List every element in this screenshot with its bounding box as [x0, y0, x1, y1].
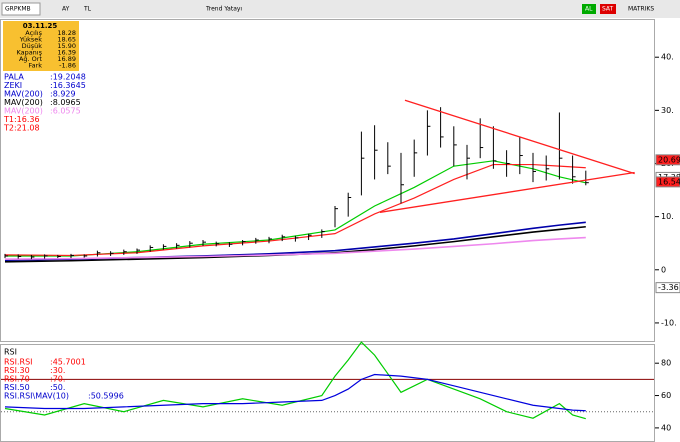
info-date: 03.11.25 [23, 22, 58, 30]
info-label: Açılış [25, 29, 42, 37]
legend-value: :70. [50, 375, 65, 384]
info-label: Fark [28, 62, 42, 70]
buy-button[interactable] [582, 4, 596, 14]
price-tag [655, 176, 680, 188]
info-value: 16.39 [57, 49, 76, 57]
legend-value: :6.0575 [50, 107, 81, 116]
legend-name: RSI.RSI [4, 358, 33, 367]
toolbar [0, 0, 680, 18]
brand: MATRIKS [628, 6, 654, 13]
rsi-line [4, 373, 586, 412]
legend-value: :30. [50, 366, 65, 375]
y-tick-label: -10. [661, 318, 677, 327]
y-tick-label: 60 [661, 391, 671, 400]
price-tag-label: 16.54 [658, 177, 680, 186]
legend-value: :16.3645 [50, 81, 86, 90]
info-value: -1.86 [59, 62, 76, 70]
info-value: 18.65 [57, 36, 76, 44]
legend-name: MAV(200) [4, 90, 43, 99]
panel-title: RSI [4, 348, 17, 357]
toolbar-button[interactable]: AY [62, 6, 70, 13]
legend-value: :19.2048 [50, 73, 86, 82]
symbol-box[interactable] [1, 2, 41, 16]
legend-name: MAV(200) [4, 107, 43, 116]
legend-name: MAV(200) [4, 98, 43, 107]
info-label: Yüksek [19, 36, 42, 44]
price-tag [655, 154, 680, 166]
price-tag-label: 20.69 [658, 155, 680, 164]
legend-name: RSI.70 [4, 375, 30, 384]
legend-value: :8.929 [50, 90, 76, 99]
info-value: 15.90 [57, 42, 76, 50]
info-value: 16.89 [57, 55, 76, 63]
legend-value: :45.7001 [50, 358, 86, 367]
info-label: Kapanış [16, 49, 42, 57]
legend-name: T2:21.08 [3, 124, 40, 133]
legend-name: ZEKI [4, 81, 22, 90]
legend-name: PALA [4, 73, 24, 82]
indicator-line [4, 236, 586, 260]
buy-label: AL [585, 6, 593, 13]
legend-value: :8.0965 [50, 98, 81, 107]
legend-value: :50.5996 [88, 392, 124, 401]
info-label: Düşük [22, 42, 43, 50]
toolbar-button[interactable]: TL [83, 6, 92, 13]
info-value: 18.28 [57, 29, 76, 37]
info-label: Ağ. Ort [19, 55, 42, 63]
y-tick-label: 80 [661, 359, 671, 368]
rsi-panel [0, 344, 655, 442]
toolbar-button[interactable]: Trend Yatayı [205, 6, 242, 13]
indicator-line [4, 225, 586, 263]
price-tag-label: -3.36 [658, 283, 679, 292]
legend-name: RSI.50 [4, 383, 30, 392]
trend-line [379, 171, 635, 214]
info-box [3, 21, 79, 71]
y-tick-label: 30. [661, 106, 674, 115]
price-panel [0, 19, 655, 342]
legend-name: RSI.30 [4, 366, 30, 375]
legend-value: :50. [50, 383, 65, 392]
trend-line [404, 99, 635, 175]
sell-button[interactable] [600, 4, 616, 14]
legend-name: T1:16.36 [3, 115, 40, 124]
y-tick-label: 0 [661, 265, 666, 274]
price-tag [655, 282, 680, 294]
y-tick-label: 10. [661, 212, 674, 221]
symbol: GRPKMB [5, 6, 31, 13]
sell-label: SAT [602, 6, 614, 13]
legend-name: RSI.RSI\MAV(10) [4, 392, 69, 401]
y-tick-label: 40. [661, 53, 674, 62]
y-tick-label: 40 [661, 423, 671, 432]
